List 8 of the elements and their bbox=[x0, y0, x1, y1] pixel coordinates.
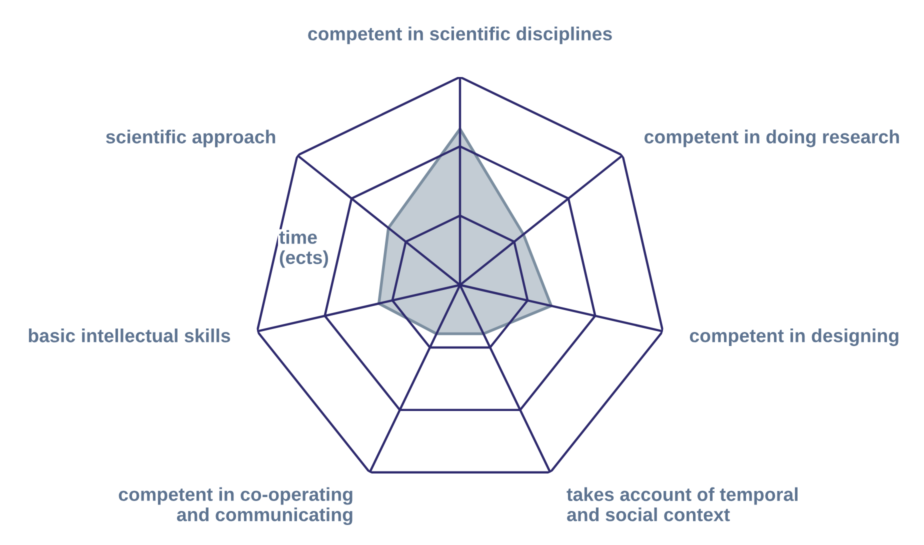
spoke-label: competent in co-operating and communicating bbox=[118, 487, 352, 526]
spoke-label: competent in designing bbox=[690, 328, 898, 346]
spoke-label: competent in scientific disciplines bbox=[308, 26, 612, 44]
spoke-label: basic intellectual skills bbox=[28, 328, 230, 342]
spoke-label: scientific approach bbox=[106, 130, 276, 148]
spoke-label: takes account of temporal and social context bbox=[566, 487, 798, 522]
spoke-label: competent in doing research bbox=[644, 130, 899, 148]
text: time (ects) bbox=[279, 230, 328, 268]
